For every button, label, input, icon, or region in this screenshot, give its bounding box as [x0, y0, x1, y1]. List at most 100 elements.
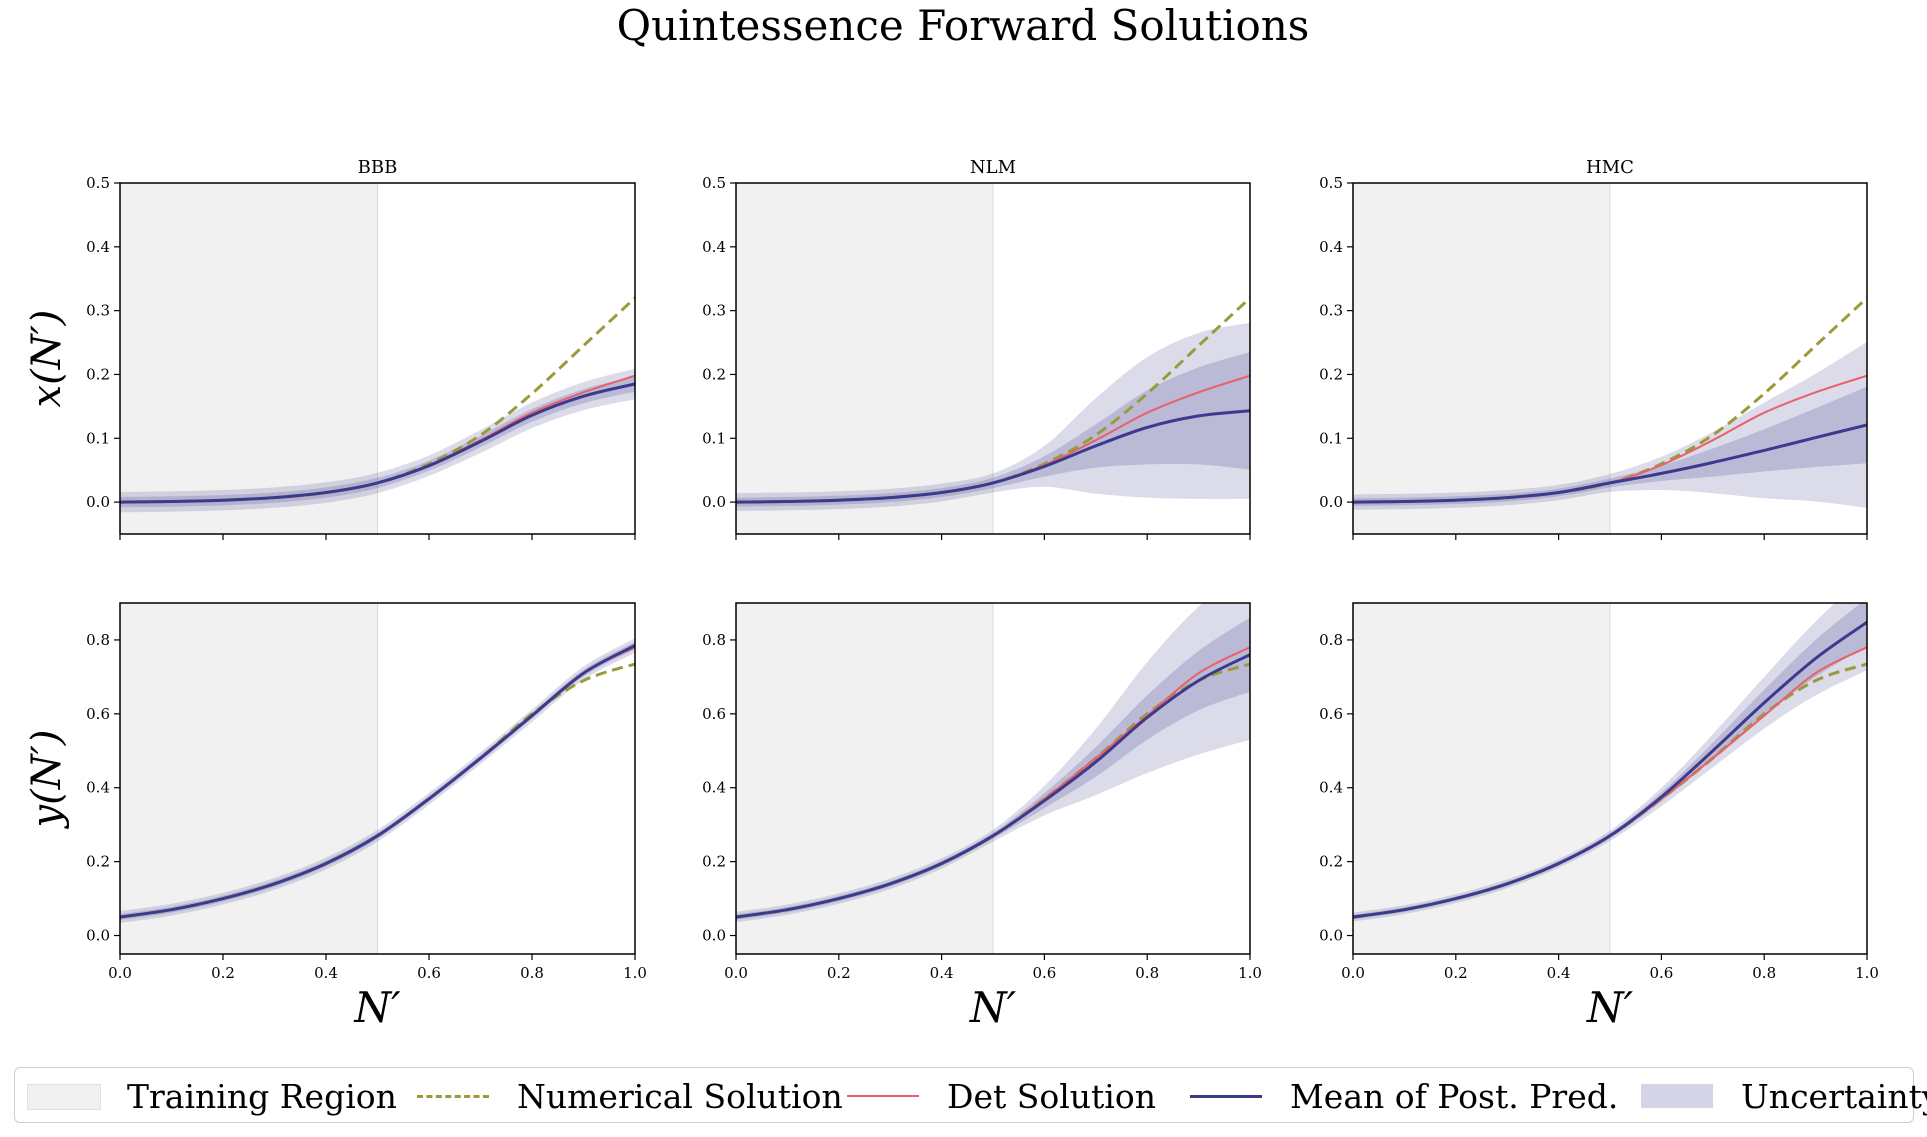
- y-tick-label: 0.2: [702, 853, 726, 871]
- legend-item-numerical: Numerical Solution: [417, 1068, 843, 1124]
- y-tick-label: 0.2: [86, 365, 110, 383]
- x-axis-label: N′: [969, 983, 1017, 1032]
- subplot-bbb-x: 0.0 0.1 0.2 0.3 0.4 0.5 BBB x(N′): [24, 157, 636, 540]
- x-axis-label: N′: [1586, 983, 1634, 1032]
- y-tick-label: 0.8: [86, 631, 110, 649]
- training-region: [120, 603, 378, 954]
- x-tick-label: 0.4: [1547, 964, 1571, 982]
- subplot-hmc-x: 0.0 0.1 0.2 0.3 0.4 0.5 HMC: [1319, 157, 1868, 540]
- uncertainty-swatch: [1641, 1084, 1713, 1108]
- y-tick-label: 0.3: [702, 302, 726, 320]
- y-tick-label: 0.4: [86, 238, 110, 256]
- y-tick-label: 0.0: [86, 927, 110, 945]
- x-tick-label: 0.2: [1444, 964, 1468, 982]
- x-tick-label: 0.0: [108, 964, 132, 982]
- subplot-nlm-y: 0.0 0.2 0.4 0.6 0.8 0.0 0.2 0.4 0.6 0.8 1.0 N′: [702, 602, 1262, 1032]
- y-tick-label: 0.0: [1319, 493, 1343, 511]
- plot-area: [736, 603, 1250, 954]
- x-tick-label: 0.6: [1649, 964, 1673, 982]
- subplot-title: NLM: [970, 157, 1016, 178]
- y-tick-label: 0.1: [86, 429, 110, 447]
- y-tick-label: 0.2: [1319, 365, 1343, 383]
- uncertainty-band-inner: [120, 376, 635, 508]
- plot-area: [1353, 603, 1867, 954]
- subplot-nlm-x: 0.0 0.1 0.2 0.3 0.4 0.5 NLM: [702, 157, 1251, 540]
- mean-post-pred-line: [736, 653, 1250, 919]
- mean-post-pred-line: [736, 409, 1250, 504]
- x-tick-label: 0.4: [314, 964, 338, 982]
- axes-frame: [1352, 182, 1868, 535]
- y-tick-label: 0.4: [702, 238, 726, 256]
- training-region-swatch: [27, 1084, 101, 1110]
- y-tick-label: 0.6: [702, 705, 726, 723]
- y-tick-label: 0.5: [702, 174, 726, 192]
- y-tick-label: 0.4: [1319, 238, 1343, 256]
- y-tick-label: 0.2: [702, 365, 726, 383]
- mean-post-pred-line: [120, 644, 635, 919]
- uncertainty-band-outer: [1353, 603, 1867, 922]
- legend-label-training: Training Region: [127, 1076, 397, 1116]
- x-tick-label: 0.8: [520, 964, 544, 982]
- y-tick-label: 0.4: [1319, 779, 1343, 797]
- y-tick-label: 0.4: [702, 779, 726, 797]
- y-tick-label: 0.0: [1319, 927, 1343, 945]
- plot-area: [1353, 183, 1867, 534]
- x-axis-label: N′: [353, 983, 401, 1032]
- x-tick-label: 0.2: [827, 964, 851, 982]
- y-tick-label: 0.8: [1319, 631, 1343, 649]
- y-tick-label: 0.0: [702, 927, 726, 945]
- y-tick-label: 0.6: [1319, 705, 1343, 723]
- legend-item-uncertainty: Uncertainty: [1641, 1068, 1927, 1124]
- mean-post-pred-line: [1353, 620, 1867, 919]
- mean-post-pred-line: [1353, 423, 1867, 504]
- training-region: [1353, 603, 1610, 954]
- y-tick-label: 0.2: [86, 853, 110, 871]
- x-tick-label: 0.4: [930, 964, 954, 982]
- det-solution-swatch: [847, 1084, 919, 1108]
- y-tick-label: 0.0: [702, 493, 726, 511]
- plot-area: [736, 183, 1250, 534]
- uncertainty-band-outer: [736, 603, 1250, 923]
- axes-frame: [735, 602, 1251, 955]
- y-tick-label: 0.3: [1319, 302, 1343, 320]
- x-tick-label: 1.0: [1238, 964, 1262, 982]
- subplot-title: HMC: [1586, 157, 1634, 178]
- figure-title: Quintessence Forward Solutions: [617, 1, 1310, 50]
- uncertainty-band-inner: [736, 352, 1250, 507]
- numerical-solution-swatch: [417, 1084, 489, 1108]
- mean-post-pred-line: [120, 382, 635, 504]
- axes-frame: [119, 602, 636, 955]
- uncertainty-band-outer: [736, 322, 1250, 511]
- y-tick-label: 0.2: [1319, 853, 1343, 871]
- legend-item-det: Det Solution: [847, 1068, 1156, 1124]
- axes-frame: [735, 182, 1251, 535]
- y-tick-label: 0.8: [702, 631, 726, 649]
- training-region: [1353, 183, 1610, 534]
- subplot-grid: 0.00.10.20.30.40.5BBBx(N′)0.00.10.20.30.…: [24, 157, 1879, 1032]
- legend-label-mean: Mean of Post. Pred.: [1290, 1076, 1619, 1116]
- training-region: [736, 603, 993, 954]
- x-tick-label: 1.0: [623, 964, 647, 982]
- y-tick-label: 0.5: [86, 174, 110, 192]
- axes-frame: [1352, 602, 1868, 955]
- training-region: [120, 183, 378, 534]
- y-axis-label: y(N′): [24, 730, 70, 830]
- axes-frame: [119, 182, 636, 535]
- x-tick-label: 0.2: [211, 964, 235, 982]
- y-tick-label: 0.1: [1319, 429, 1343, 447]
- y-tick-label: 0.4: [86, 779, 110, 797]
- y-tick-label: 0.5: [1319, 174, 1343, 192]
- x-tick-label: 0.0: [724, 964, 748, 982]
- uncertainty-band-outer: [1353, 341, 1867, 510]
- plot-area: [120, 183, 635, 534]
- legend-item-mean: Mean of Post. Pred.: [1190, 1068, 1618, 1124]
- legend-label-uncertainty: Uncertainty: [1741, 1076, 1927, 1116]
- x-tick-label: 0.0: [1341, 964, 1365, 982]
- subplot-title: BBB: [358, 157, 398, 178]
- plot-area: [120, 603, 635, 954]
- x-tick-label: 0.6: [1032, 964, 1056, 982]
- x-tick-label: 0.8: [1752, 964, 1776, 982]
- uncertainty-band-outer: [120, 638, 635, 923]
- y-axis-label: x(N′): [24, 310, 70, 408]
